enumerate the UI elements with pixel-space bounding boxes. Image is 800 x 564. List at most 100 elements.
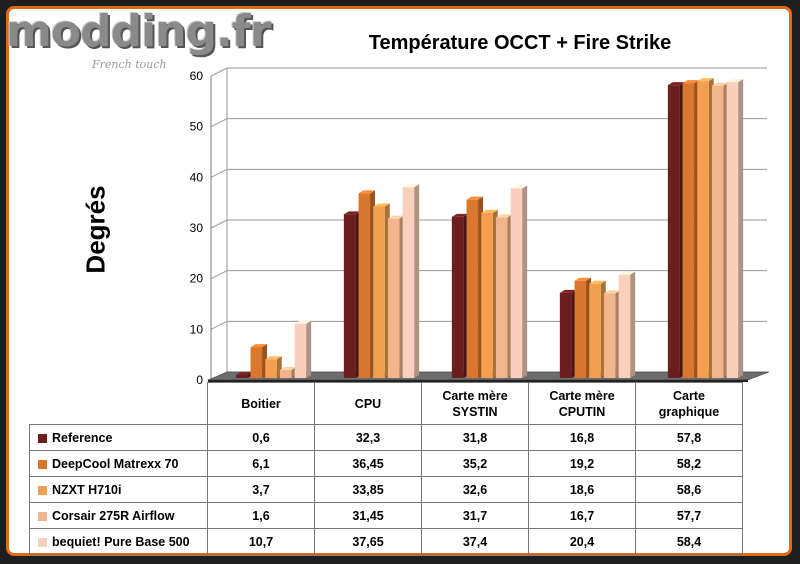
bar (667, 85, 680, 378)
y-tick-label: 50 (190, 120, 204, 134)
bar-top (387, 215, 405, 219)
bar (697, 81, 709, 379)
bar-top (667, 82, 685, 86)
bar (387, 218, 400, 378)
bar-top (589, 280, 606, 284)
bar-side (414, 184, 420, 378)
legend-entry: Reference (29, 424, 208, 451)
data-label: 58,2 (635, 450, 743, 477)
bar-top (495, 214, 513, 218)
y-tick-label: 0 (196, 373, 203, 387)
y-tick-label: 30 (190, 221, 204, 235)
data-label: 57,7 (635, 502, 743, 529)
data-label: 31,7 (421, 502, 529, 529)
bar-top (343, 211, 361, 215)
data-label: 37,65 (314, 528, 422, 555)
site-logo: modding.fr French touch (6, 6, 272, 76)
data-label: 58,6 (635, 476, 743, 503)
data-label: 10,7 (207, 528, 315, 555)
data-label: 20,4 (528, 528, 636, 555)
bar-side (522, 185, 528, 378)
bar-top (603, 290, 621, 294)
bar-top (451, 213, 469, 217)
data-table-header: Boitier CPU Carte mère SYSTIN Carte mère CPUT… (30, 382, 743, 425)
y-tick-label: 40 (190, 170, 204, 184)
table-corner (30, 383, 208, 425)
bar (279, 369, 292, 378)
bar (235, 374, 248, 378)
bar-top (466, 196, 484, 200)
bar-top (682, 80, 700, 84)
bar-top (235, 371, 253, 375)
bar-side (738, 79, 744, 379)
legend-label: DeepCool Matrexx 70 (52, 456, 179, 471)
bar (373, 206, 385, 378)
table-row: DeepCool Matrexx 70 6,1 36,45 35,2 19,2 58,2 (29, 450, 743, 477)
bar-top (697, 78, 714, 82)
data-label: 19,2 (528, 450, 636, 477)
data-label: 58,4 (635, 528, 743, 555)
legend-entry: DeepCool Matrexx 70 (29, 450, 208, 477)
bar-side (306, 320, 312, 378)
legend-entry: Corsair 275R Airflow (29, 502, 208, 529)
bar (618, 274, 631, 378)
bar (466, 199, 479, 378)
bar (294, 323, 307, 378)
table-row: NZXT H710i 3,7 33,85 32,6 18,6 58,6 (29, 476, 743, 503)
bar (358, 193, 371, 378)
data-label: 32,6 (421, 476, 529, 503)
bar (682, 83, 695, 379)
plot-floor-edge (208, 380, 748, 382)
bar (510, 188, 523, 378)
legend-entry: bequiet! Pure Base 500 (29, 528, 208, 555)
logo-text: modding.fr (6, 6, 272, 57)
bar-top (574, 277, 592, 281)
table-row: Reference 0,6 32,3 31,8 16,8 57,8 (29, 424, 743, 451)
table-row: bequiet! Pure Base 500 10,7 37,65 37,4 20,4 5… (29, 528, 743, 555)
bar (265, 359, 277, 378)
data-label: 36,45 (314, 450, 422, 477)
data-label: 33,85 (314, 476, 422, 503)
table-row: Corsair 275R Airflow 1,6 31,45 31,7 16,7 57,7 (29, 502, 743, 529)
bar (250, 347, 263, 378)
data-label: 31,8 (421, 424, 529, 451)
data-label: 3,7 (207, 476, 315, 503)
bar-side (630, 271, 636, 378)
bar-top (373, 203, 390, 207)
x-tick-label-line: CPUTIN (558, 404, 606, 419)
legend-entry: NZXT H710i (29, 476, 208, 503)
bar (481, 212, 493, 378)
x-tick-label-line: Carte mère (549, 388, 615, 403)
x-tick-label: Boitier (207, 382, 315, 425)
data-label: 57,8 (635, 424, 743, 451)
legend-label: bequiet! Pure Base 500 (52, 534, 190, 549)
bar (402, 187, 415, 378)
y-tick-label: 20 (190, 272, 204, 286)
data-label: 16,8 (528, 424, 636, 451)
bar (559, 292, 572, 378)
bar (451, 216, 464, 378)
data-table: Boitier CPU Carte mère SYSTIN Carte mère CPUT… (29, 382, 743, 555)
data-label: 37,4 (421, 528, 529, 555)
legend-swatch (38, 537, 47, 547)
bar-top (510, 185, 528, 189)
bar-top (294, 320, 312, 324)
data-label: 16,7 (528, 502, 636, 529)
data-label: 0,6 (207, 424, 315, 451)
data-label: 35,2 (421, 450, 529, 477)
bar-top (402, 184, 420, 188)
bar-top (250, 344, 268, 348)
x-tick-label-line: Carte mère (442, 388, 508, 403)
bar-top (265, 356, 282, 360)
bar (589, 283, 601, 378)
x-tick-label-line: CPU (354, 396, 382, 411)
bar-top (726, 79, 744, 83)
bar-top (618, 271, 636, 275)
legend-label: NZXT H710i (52, 482, 122, 497)
x-tick-label: Carte mère CPUTIN (528, 382, 636, 425)
bar-top (559, 289, 577, 293)
legend-swatch (38, 433, 47, 443)
x-tick-label-line: Carte (673, 388, 705, 403)
bar-top (358, 190, 376, 194)
legend-swatch (38, 459, 47, 469)
